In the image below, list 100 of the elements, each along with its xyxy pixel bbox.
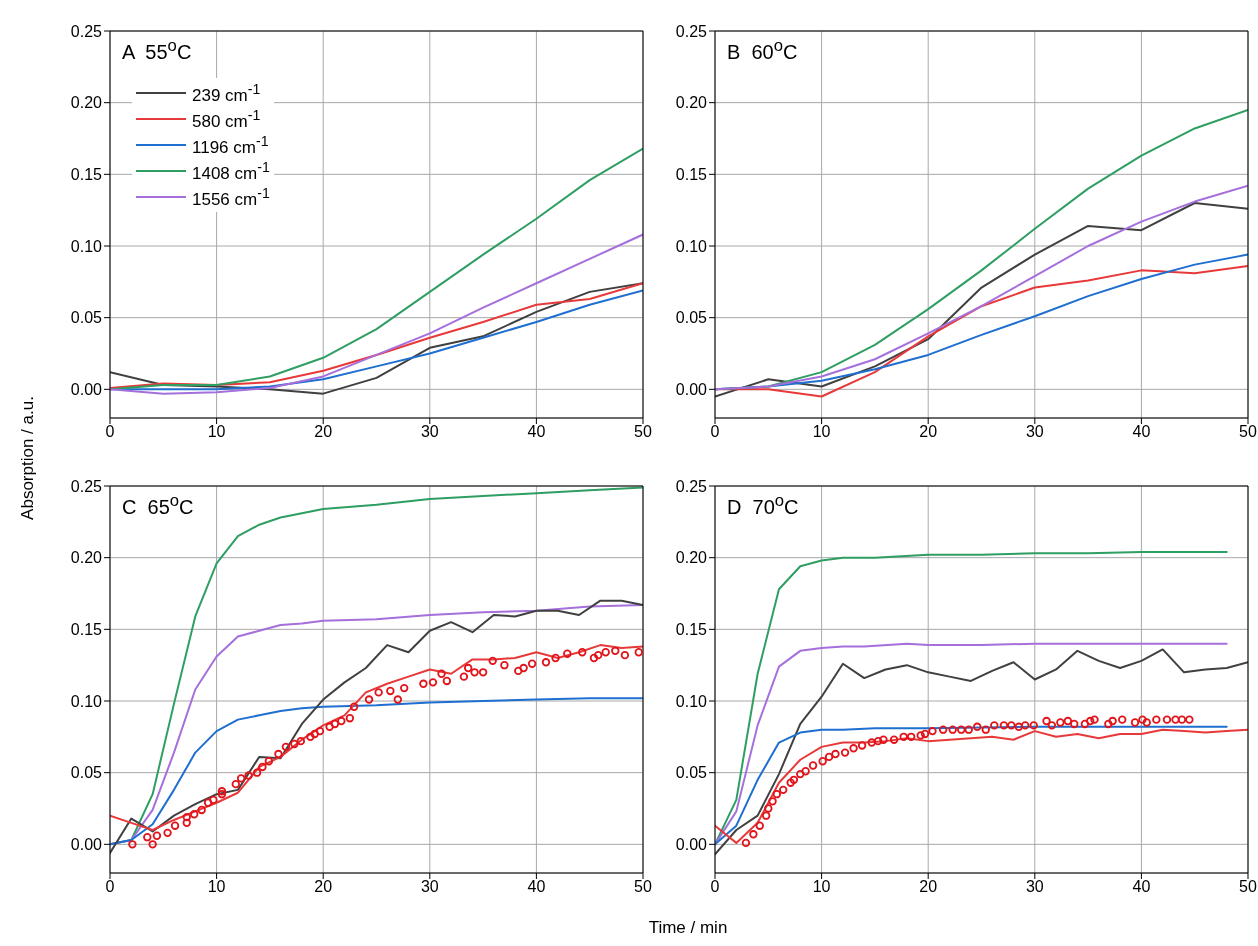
point <box>764 804 773 813</box>
point <box>306 732 315 742</box>
point <box>634 648 643 657</box>
x-tick-label: 10 <box>812 423 831 441</box>
y-tick-label: 0.25 <box>675 22 708 40</box>
point <box>1152 715 1161 724</box>
point <box>519 663 528 673</box>
point <box>364 695 374 704</box>
point <box>1080 719 1090 729</box>
point <box>741 838 751 848</box>
y-tick-label: 0.15 <box>70 166 103 184</box>
point <box>217 787 227 796</box>
point <box>442 676 452 686</box>
point <box>437 669 446 678</box>
point <box>527 659 537 668</box>
point <box>1142 718 1151 727</box>
point <box>217 789 227 799</box>
point <box>1029 721 1038 730</box>
y-tick-label: 0.00 <box>70 381 103 399</box>
point <box>551 653 560 663</box>
point <box>768 797 777 806</box>
y-tick-label: 0.20 <box>70 549 103 567</box>
x-tick-label: 50 <box>634 878 652 896</box>
point <box>400 683 409 693</box>
point <box>772 789 782 799</box>
legend-label: 1408 cm$^{-1}$ <box>192 158 270 184</box>
point <box>296 736 306 746</box>
point <box>428 678 438 687</box>
point <box>589 653 599 663</box>
point <box>1042 716 1051 726</box>
point <box>163 828 172 838</box>
point <box>274 749 283 759</box>
y-tick-label: 0.15 <box>70 621 103 639</box>
x-tick-label: 10 <box>207 878 226 896</box>
point <box>857 741 867 750</box>
point <box>755 821 764 830</box>
point <box>964 725 973 734</box>
point <box>990 721 999 730</box>
y-tick-label: 0.20 <box>675 549 708 567</box>
point <box>500 660 509 670</box>
chart-title: D 70$^{o}$C <box>727 491 799 519</box>
point <box>386 686 395 696</box>
point <box>867 738 876 747</box>
point <box>1007 721 1016 730</box>
x-tick-label: 10 <box>812 878 831 896</box>
point <box>981 725 990 734</box>
x-tick-label: 50 <box>1239 878 1257 896</box>
y-tick-label: 0.10 <box>675 692 708 710</box>
point <box>1014 722 1024 731</box>
point <box>831 749 840 759</box>
point <box>879 735 888 744</box>
point <box>594 650 603 660</box>
point <box>244 771 253 780</box>
point <box>789 775 799 785</box>
x-tick-label: 40 <box>1132 423 1151 441</box>
y-tick-label: 0.05 <box>70 309 103 327</box>
point <box>786 778 795 787</box>
point <box>578 648 587 657</box>
y-tick-label: 0.05 <box>675 764 708 782</box>
y-tick-label: 0.05 <box>70 764 103 782</box>
point <box>374 688 383 697</box>
point <box>957 725 966 734</box>
point <box>761 811 771 820</box>
y-tick-label: 0.10 <box>70 237 103 255</box>
point <box>824 752 834 762</box>
point <box>197 805 206 815</box>
y-tick-label: 0.10 <box>70 692 103 710</box>
point <box>1047 721 1057 730</box>
x-tick-label: 20 <box>919 878 938 896</box>
legend-label: 1196 cm$^{-1}$ <box>192 132 269 158</box>
y-tick-label: 0.10 <box>675 237 708 255</box>
point <box>290 739 299 749</box>
point <box>889 735 899 744</box>
point <box>928 726 937 736</box>
point <box>611 646 620 656</box>
point <box>920 729 930 739</box>
legend-label: 580 cm$^{-1}$ <box>192 106 261 132</box>
point <box>1021 721 1030 730</box>
x-tick-label: 40 <box>527 878 546 896</box>
y-tick-label: 0.25 <box>70 22 103 40</box>
point <box>128 840 137 849</box>
y-tick-label: 0.20 <box>675 94 708 112</box>
x-tick-label: 10 <box>207 423 226 441</box>
point <box>488 656 497 666</box>
point <box>419 679 428 688</box>
x-tick-label: 30 <box>420 423 439 441</box>
point <box>840 748 850 757</box>
point <box>749 830 758 839</box>
point <box>310 729 319 739</box>
point <box>478 668 488 677</box>
chart-title: A 55$^{o}$C <box>122 36 192 64</box>
point <box>393 695 403 704</box>
point <box>541 658 551 667</box>
y-axis-title: Absorption / a.u. <box>18 396 38 520</box>
point <box>1090 715 1099 724</box>
point <box>1138 715 1147 724</box>
x-tick-label: 20 <box>919 423 938 441</box>
point <box>281 742 291 752</box>
x-tick-label: 0 <box>105 878 115 896</box>
y-tick-label: 0.20 <box>70 94 103 112</box>
